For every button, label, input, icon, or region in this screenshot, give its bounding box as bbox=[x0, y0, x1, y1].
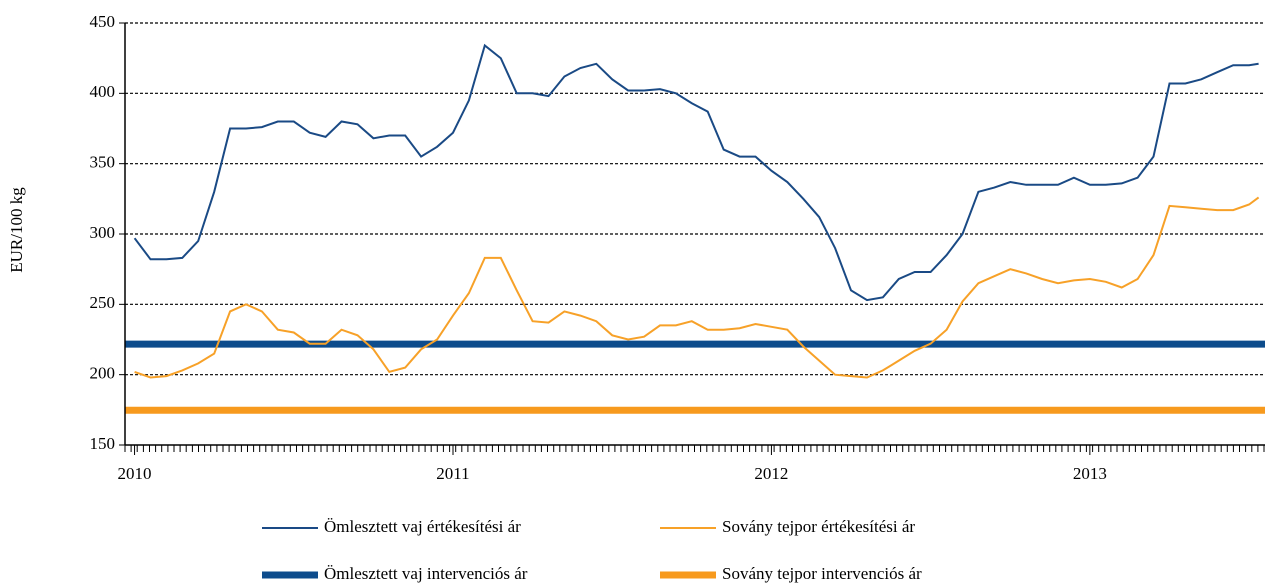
line-series bbox=[133, 43, 1259, 302]
y-axis-label: EUR/100 kg bbox=[7, 187, 26, 273]
y-tick-label: 150 bbox=[90, 434, 116, 453]
x-tick-label: 2010 bbox=[118, 464, 152, 483]
y-tick-label: 250 bbox=[90, 293, 116, 312]
legend-label: Ömlesztett vaj intervenciós ár bbox=[324, 564, 528, 583]
legend-label: Sovány tejpor értékesítési ár bbox=[722, 517, 915, 536]
y-tick-label: 300 bbox=[90, 223, 116, 242]
legend-label: Sovány tejpor intervenciós ár bbox=[722, 564, 922, 583]
y-tick-label: 400 bbox=[90, 82, 116, 101]
legend-label: Ömlesztett vaj értékesítési ár bbox=[324, 517, 521, 536]
x-tick-label: 2013 bbox=[1073, 464, 1107, 483]
x-tick-label: 2011 bbox=[436, 464, 469, 483]
x-tick-label: 2012 bbox=[754, 464, 788, 483]
minor-ticks bbox=[124, 445, 1265, 452]
y-tick-label: 200 bbox=[90, 364, 116, 383]
y-tick-label: 350 bbox=[90, 153, 116, 172]
y-tick-label: 450 bbox=[90, 12, 116, 31]
line-series bbox=[134, 196, 1260, 379]
